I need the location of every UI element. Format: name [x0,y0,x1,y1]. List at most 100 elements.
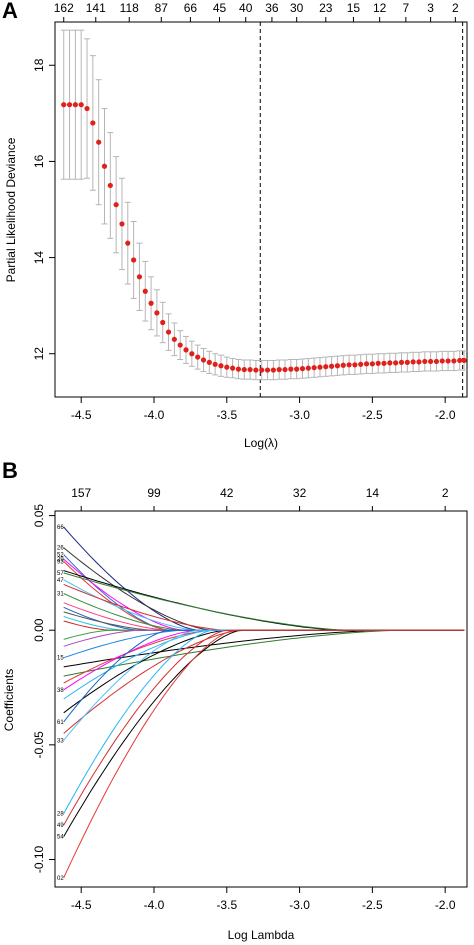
panel-a-point [294,366,300,372]
panel-b-coef-path-30 [63,629,465,879]
panel-b-x-tick-label: -2.5 [362,898,383,912]
panel-a-x-tick-label: -4.0 [144,408,165,422]
panel-a-top-tick-label: 15 [347,1,361,15]
panel-a-point [461,357,467,364]
panel-a-y-label: Partial Likelihood Deviance [4,137,18,282]
panel-a-y-axis: 12 14 16 18 [32,58,55,360]
panel-a-point [288,366,294,372]
panel-b-variable-label: 38 [57,688,64,694]
panel-a-y-tick-label: 18 [32,58,46,72]
panel-b-coef-path-9 [63,593,465,631]
panel-a-point [241,366,247,373]
panel-a-top-tick-label: 7 [403,1,410,15]
panel-a-point [428,358,434,365]
panel-a-point [218,363,224,369]
panel-a-point [387,360,393,366]
panel-a-point [398,359,405,365]
panel-b-y-tick-label: -0.10 [32,845,46,873]
panel-b-variable-label: 66 [57,525,64,531]
panel-a-point [264,367,271,373]
panel-b-y-tick-label: 0.00 [32,618,46,642]
panel-a-point [84,105,90,112]
panel-a-y-tick-label: 16 [32,154,46,168]
panel-a-point [247,366,253,373]
panel-a-point [253,367,259,373]
panel-a-point [381,360,387,366]
panel-a-point [113,202,119,208]
panel-a-top-tick-label: 141 [86,1,106,15]
panel-b-coef-path-5 [63,570,465,631]
panel-a-point [125,240,131,246]
panel-b-variable-label: 57 [57,571,64,577]
panel-a-point [78,102,84,108]
panel-a-point [142,288,148,294]
panel-a-x-label: Log(λ) [244,436,278,450]
panel-b-top-axis: 157 99 42 32 14 2 [71,486,449,511]
panel-b-coef-path-28 [63,629,465,826]
panel-a-point [445,358,451,364]
panel-a-point [230,365,236,371]
panel-b-variable-label: 31 [57,592,64,598]
panel-b-frame [54,510,468,888]
panel-a-point [131,257,137,263]
panel-a-point [183,347,189,353]
panel-b-y-tick-label: 0.05 [32,504,46,528]
panel-b-coef-path-4 [63,561,465,631]
panel-a-point [136,274,143,280]
panel-a-point [439,358,445,364]
panel-b-variable-label: 49 [57,823,64,829]
panel-b-variable-label: 02 [57,876,64,882]
panel-a-point [235,366,242,372]
panel-a-x-axis: -4.5 -4.0 -3.5 -3.0 -2.5 -2.0 [71,397,456,422]
panel-a-top-tick-label: 45 [213,1,227,15]
panel-b-x-tick-label: -4.0 [144,898,165,912]
panel-b-variable-label: 93 [57,559,64,565]
panel-a-point [305,365,311,371]
panel-a-point [363,361,370,367]
panel-b-top-tick-label: 2 [442,486,449,500]
panel-b-top-tick-label: 32 [293,486,307,500]
panel-a-x-tick-label: -2.0 [435,408,456,422]
panel-b-x-tick-label: -3.5 [216,898,237,912]
panel-b-variable-label: 28 [57,812,64,818]
panel-b-coef-path-8 [63,583,465,631]
panel-a-point [369,361,375,367]
panel-a-point [96,139,102,145]
panel-a-x-tick-label: -3.5 [216,408,237,422]
panel-b-x-label: Log Lambda [228,928,295,942]
panel-b-variable-label: 61 [57,720,64,726]
panel-a-plot-area [60,22,468,397]
panel-a-top-tick-label: 23 [319,1,333,15]
panel-b-coef-path-19 [63,629,465,677]
panel-a-point [358,361,364,367]
panel-a-top-tick-label: 2 [452,1,459,15]
panel-b-variable-label: 29 [57,557,64,563]
panel-a-y-tick-label: 14 [32,251,46,265]
panel-a-point [270,367,276,373]
panel-a-point [66,102,73,108]
panel-a-point [340,362,346,368]
panel-a-label: A [2,0,18,23]
panel-a-point [311,365,317,371]
panel-a-point [206,359,212,365]
panel-b-variable-label: 26 [57,546,64,552]
panel-a-point [61,102,67,108]
panel-a-point [323,364,329,370]
panel-a-top-tick-label: 87 [155,1,169,15]
panel-a-point [457,357,463,364]
panel-a-point [317,364,323,370]
panel-a-point [393,360,399,366]
panel-a-frame [54,21,468,398]
panel-a-point [107,182,113,189]
panel-a-x-tick-label: -2.5 [362,408,383,422]
panel-b-plot-area [63,526,465,879]
panel-b-top-tick-label: 157 [71,486,91,500]
panel-a-top-axis: 162 141 118 87 66 45 40 36 30 23 15 12 7 3 2 [54,1,459,22]
panel-a-point [224,364,230,370]
panel-a-top-tick-label: 30 [290,1,304,15]
panel-a-top-tick-label: 12 [373,1,387,15]
panel-a-point [165,329,172,335]
panel-a-point [282,366,288,373]
